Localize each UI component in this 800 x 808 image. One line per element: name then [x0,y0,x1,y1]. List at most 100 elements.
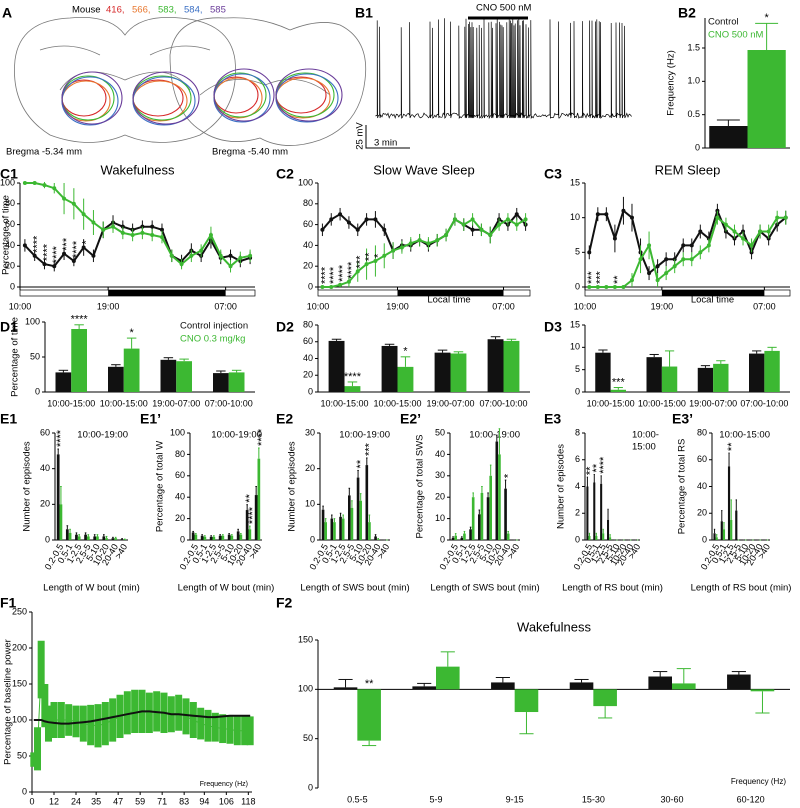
data-point [488,233,493,237]
injection-outline [275,68,343,122]
x-tick-label: 106 [219,796,234,806]
panel-label: E3 [544,411,561,427]
panel-label: D3 [544,319,562,335]
significance: **** [55,429,67,447]
y-tick-label: 60 [303,336,313,346]
x-tick-label: 83 [179,796,189,806]
bar [735,510,738,540]
bar [451,537,455,540]
significance: ** [591,463,603,472]
chart-title: 10:00-19:00 [77,430,128,441]
y-tick-label: 20 [303,261,313,271]
x-tick-label: 10:00-15:00 [320,398,368,408]
bar [160,359,177,392]
data-point [689,243,694,248]
bar [503,340,520,392]
panel-label: D1 [0,319,18,335]
bar [120,539,124,540]
bar [593,689,617,707]
bar [607,519,610,540]
injection-outline [61,71,123,125]
y-tick-label: 1.5 [687,42,700,52]
data-point [120,230,125,235]
data-point [382,227,387,232]
bar [586,486,589,540]
y-tick-label: 100 [298,177,313,187]
significance: *** [61,237,73,251]
section-outline [14,16,236,143]
bar [344,386,361,392]
x-axis-label: Frequency (Hz) [200,781,248,788]
y-axis-label: Number of eppisodes [22,441,33,532]
bar [245,510,249,540]
bar [213,373,229,392]
data-point [604,212,609,217]
chart-title: Wakefulness [101,162,175,177]
x-axis-label: Length of SWS bout (min) [300,583,409,594]
data-point [723,222,728,227]
legend-title: Mouse [72,5,101,16]
x-tick-label: 07:00 [214,301,237,311]
data-point [81,212,86,217]
significance: *** [612,376,626,388]
data-point [647,271,652,276]
y-tick-label: 20 [435,492,445,502]
significance: **** [256,428,268,446]
y-tick-label: 40 [303,353,313,363]
data-point [715,215,720,220]
x-tick-label: 30-60 [660,794,683,804]
bar [713,533,716,540]
data-point [612,236,617,241]
legend-entry: 416, [106,5,125,16]
data-point [655,264,660,269]
y-tick-label: 150 [12,678,27,688]
y-tick-label: 0 [575,534,580,544]
y-tick-label: 40 [175,492,185,502]
bar [236,531,240,540]
x-tick-label: 07:00-10:00 [479,398,527,408]
chart-title: 10:00- [632,430,659,441]
bar [450,353,467,392]
data-point [22,243,27,248]
legend-entry: CNO 0.3 mg/kg [180,334,245,345]
data-point [150,224,155,229]
y-tick-label: 10 [570,212,580,222]
x-tick-label: 12 [49,796,59,806]
significance: * [403,346,408,358]
series-line [33,669,251,760]
bar [176,361,192,392]
data-point [587,285,592,289]
x-tick-label: 24 [71,796,81,806]
bar [228,372,245,392]
data-point [775,215,780,220]
y-tick-label: 60 [5,219,15,229]
x-tick-label: 0 [29,796,34,806]
significance: **** [51,245,63,263]
panel-label: B1 [355,5,373,21]
data-point [208,233,213,237]
significance: ** [244,493,256,502]
data-point [672,264,677,269]
y-tick-label: 100 [25,316,40,326]
bar [495,441,499,540]
voltage-trace [375,18,632,120]
data-point [391,248,396,253]
y-axis-label: Number of episodes [556,444,567,529]
y-tick-label: 50 [30,351,40,361]
data-point [218,253,223,258]
bar [730,519,733,540]
bar [436,666,460,690]
bar [108,366,124,392]
x-tick-label: 07:00 [492,301,515,311]
y-tick-label: 80 [175,449,185,459]
x-tick-label: 60-120 [737,794,765,804]
bar [487,339,504,392]
scale-label: 3 min [374,138,397,149]
data-point [732,229,737,234]
data-point [199,248,204,253]
bar [56,454,60,540]
bar [86,536,90,540]
data-point [681,257,686,262]
bar [328,340,345,392]
data-point [638,257,643,262]
